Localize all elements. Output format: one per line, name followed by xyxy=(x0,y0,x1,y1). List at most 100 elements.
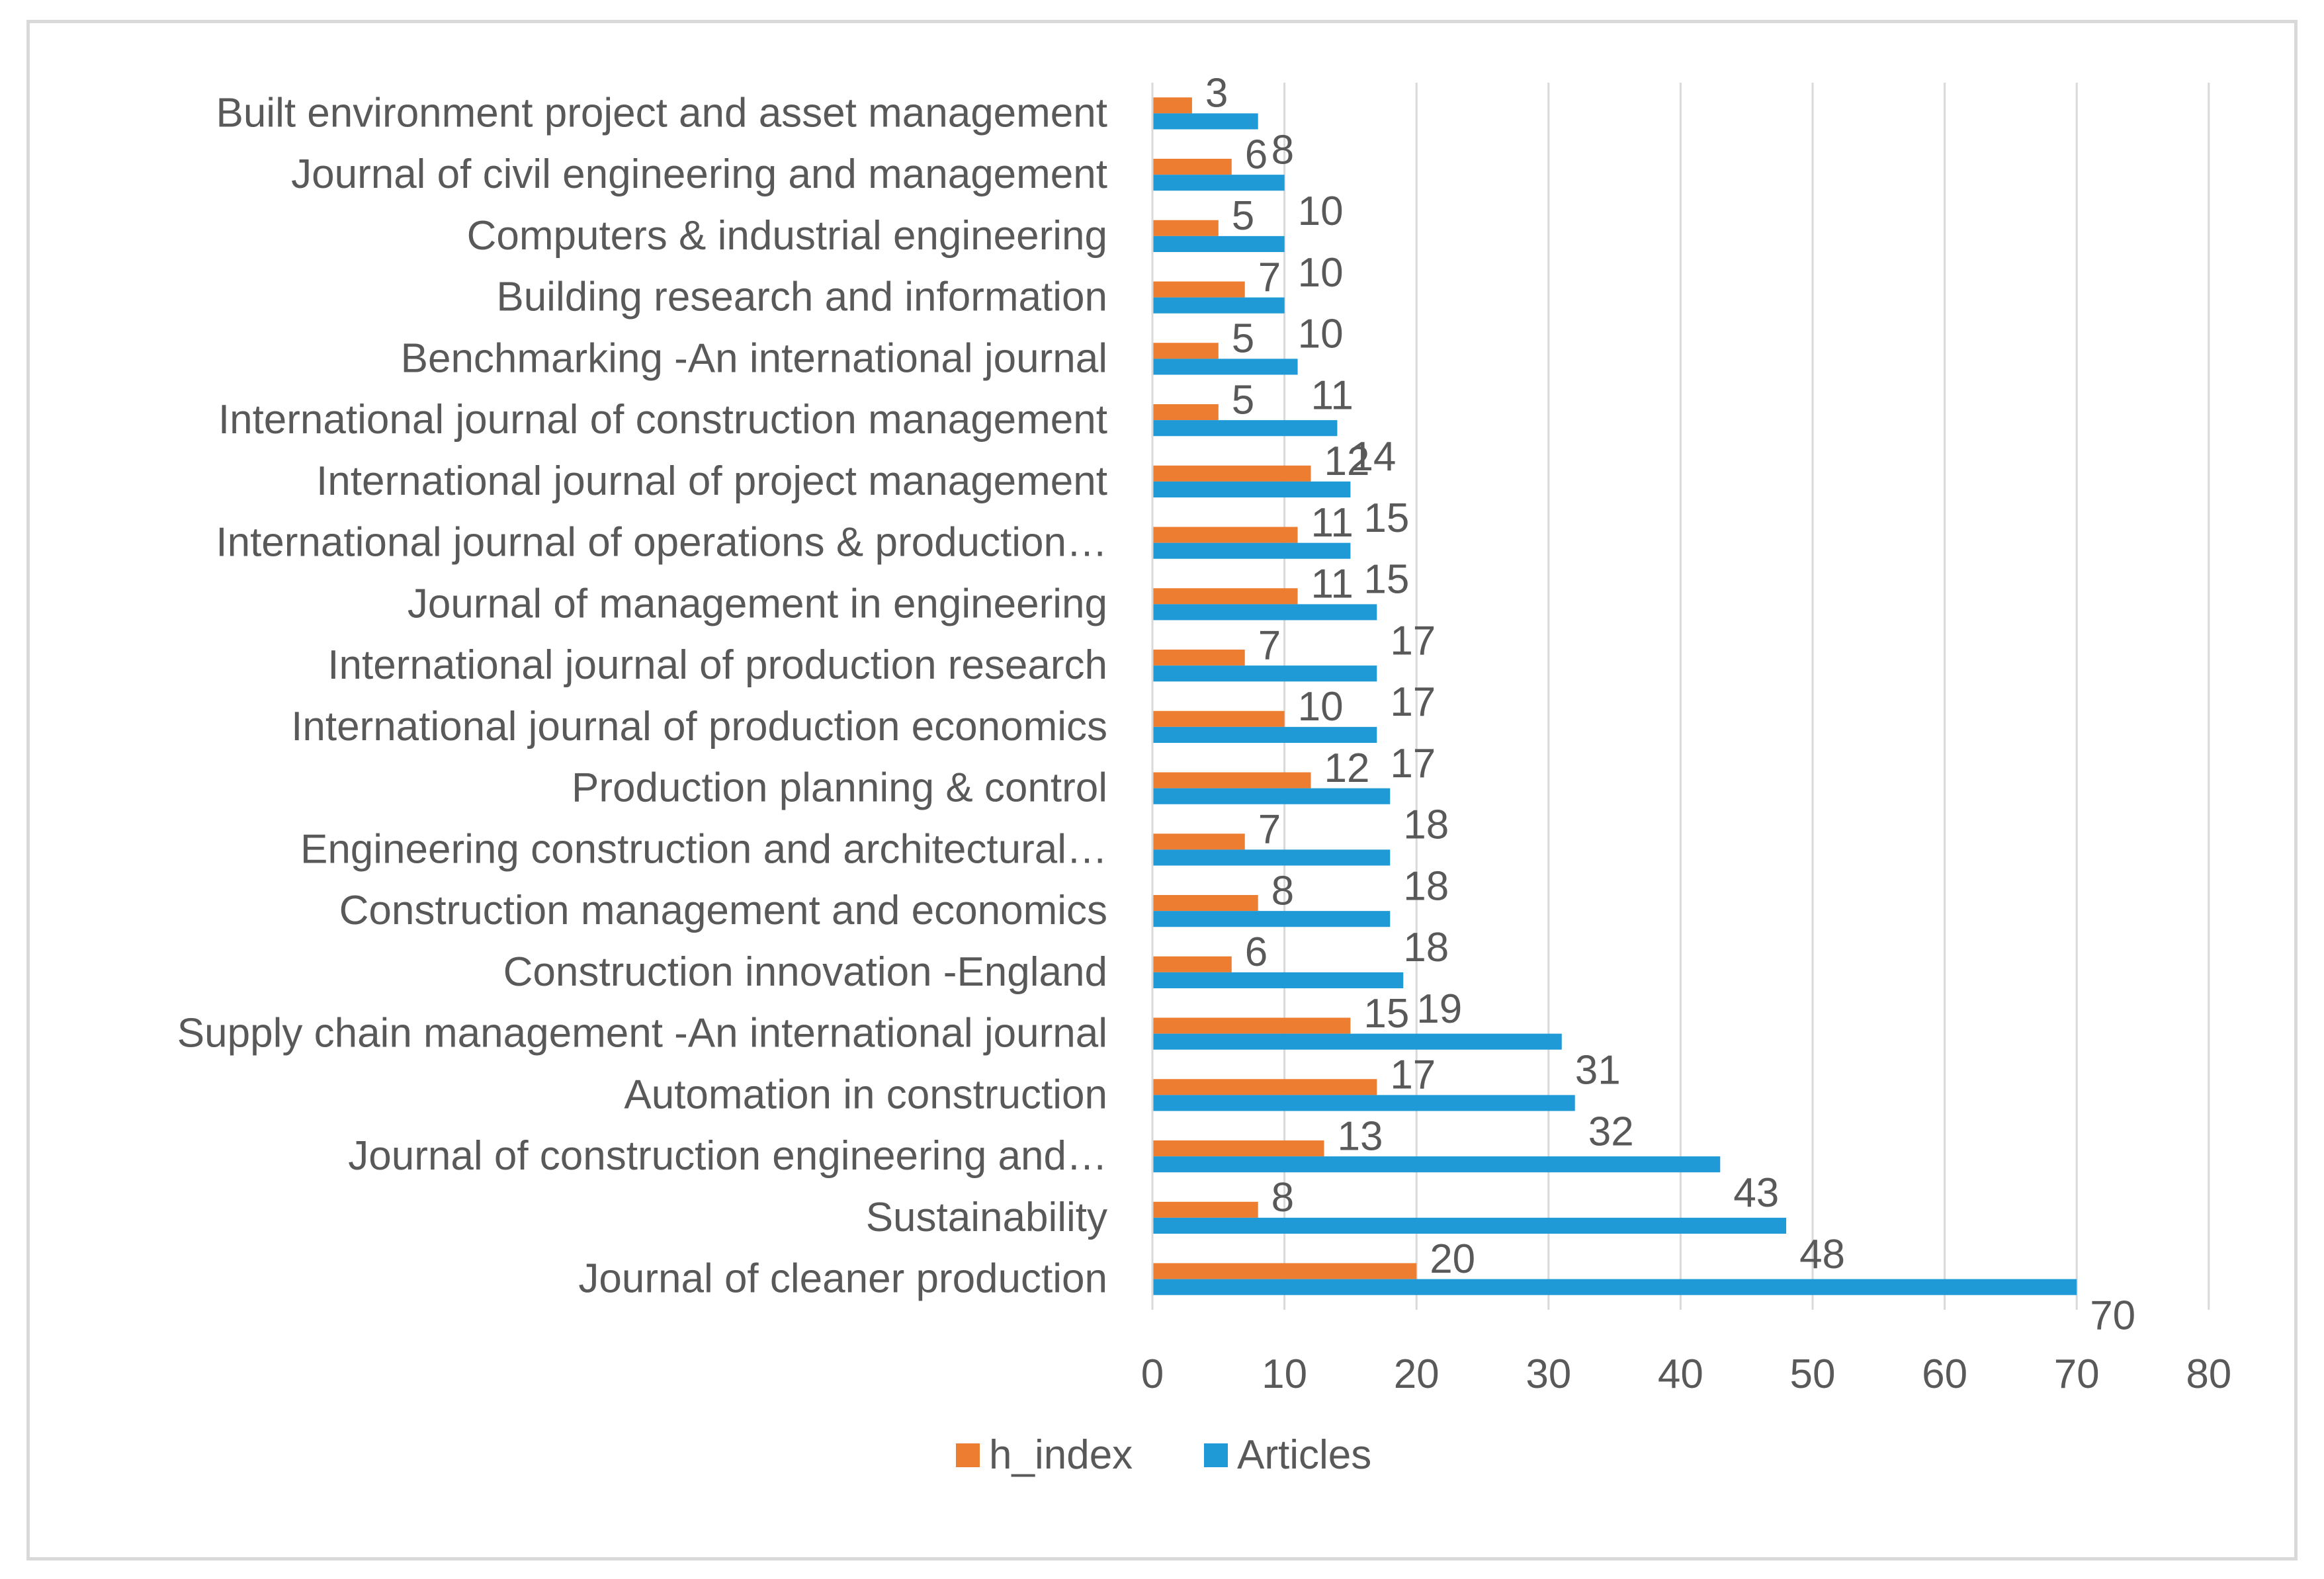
data-label-h-index-13: 12 xyxy=(1324,439,1370,484)
bar-h-index-12 xyxy=(1152,527,1298,543)
data-label-h-index-12: 11 xyxy=(1311,500,1354,546)
data-label-h-index-4: 15 xyxy=(1363,991,1409,1037)
category-label-0: Journal of cleaner production xyxy=(578,1256,1107,1302)
bar-h-index-5 xyxy=(1152,956,1232,972)
bar-articles-10 xyxy=(1152,665,1377,682)
category-label-9: International journal of production econ… xyxy=(291,704,1107,749)
data-label-articles-14: 14 xyxy=(1350,434,1396,480)
bar-h-index-16 xyxy=(1152,281,1245,298)
bar-h-index-10 xyxy=(1152,650,1245,666)
data-label-articles-11: 17 xyxy=(1390,618,1436,663)
bar-articles-13 xyxy=(1152,481,1351,497)
bars xyxy=(1152,97,2077,1295)
category-label-11: Journal of management in engineering xyxy=(408,581,1107,626)
legend-label-articles: Articles xyxy=(1237,1432,1371,1478)
bar-articles-0 xyxy=(1152,1279,2077,1295)
data-label-h-index-5: 6 xyxy=(1245,929,1268,975)
bar-h-index-6 xyxy=(1152,895,1258,912)
category-label-18: Journal of civil engineering and managem… xyxy=(291,151,1107,197)
bar-articles-6 xyxy=(1152,911,1391,927)
bar-articles-18 xyxy=(1152,175,1285,191)
bar-articles-19 xyxy=(1152,113,1258,130)
bar-h-index-18 xyxy=(1152,159,1232,175)
data-label-articles-9: 17 xyxy=(1390,741,1436,787)
bar-h-index-11 xyxy=(1152,588,1298,605)
data-label-articles-18: 10 xyxy=(1298,189,1344,234)
bar-h-index-1 xyxy=(1152,1201,1258,1218)
x-tick-label-80: 80 xyxy=(2186,1351,2231,1397)
data-label-articles-5: 19 xyxy=(1416,986,1462,1032)
x-tick-label-50: 50 xyxy=(1790,1351,1836,1397)
bar-articles-4 xyxy=(1152,1033,1562,1050)
bar-chart: 0 10 20 30 40 50 60 70 80 20 70 Journal of cleaner … xyxy=(177,71,2231,1478)
data-label-h-index-15: 5 xyxy=(1232,316,1254,362)
data-label-articles-1: 48 xyxy=(1799,1232,1845,1277)
data-label-articles-19: 8 xyxy=(1271,127,1294,173)
data-label-articles-4: 31 xyxy=(1575,1048,1621,1093)
data-label-h-index-19: 3 xyxy=(1205,71,1228,116)
data-label-articles-10: 17 xyxy=(1390,679,1436,725)
bar-articles-11 xyxy=(1152,604,1377,620)
data-label-h-index-6: 8 xyxy=(1271,868,1294,914)
data-label-h-index-10: 7 xyxy=(1258,622,1281,668)
category-label-5: Construction innovation -England xyxy=(503,949,1107,995)
data-label-articles-17: 10 xyxy=(1298,250,1344,296)
category-label-15: Benchmarking -An international journal xyxy=(401,335,1107,381)
bar-articles-3 xyxy=(1152,1095,1575,1111)
category-label-14: International journal of construction ma… xyxy=(218,397,1107,443)
bar-articles-5 xyxy=(1152,972,1404,988)
data-label-articles-3: 32 xyxy=(1588,1109,1634,1154)
data-label-h-index-1: 8 xyxy=(1271,1175,1294,1220)
data-label-h-index-11: 11 xyxy=(1311,562,1354,607)
data-label-articles-13: 15 xyxy=(1363,495,1409,541)
bar-articles-9 xyxy=(1152,726,1377,743)
bar-articles-1 xyxy=(1152,1217,1787,1234)
category-label-13: International journal of project managem… xyxy=(316,458,1107,504)
data-label-h-index-8: 12 xyxy=(1324,746,1370,791)
category-label-4: Supply chain management -An internationa… xyxy=(177,1011,1107,1056)
data-label-articles-15: 11 xyxy=(1311,372,1354,418)
data-label-h-index-18: 6 xyxy=(1245,132,1268,177)
bar-articles-15 xyxy=(1152,359,1298,375)
legend: h_index Articles xyxy=(956,1432,1371,1478)
category-label-17: Computers & industrial engineering xyxy=(467,213,1107,259)
bar-h-index-2 xyxy=(1152,1140,1324,1157)
category-label-10: International journal of production rese… xyxy=(327,642,1107,688)
bar-articles-2 xyxy=(1152,1156,1721,1173)
data-label-h-index-3: 17 xyxy=(1390,1052,1436,1098)
category-label-8: Production planning & control xyxy=(572,765,1107,811)
labels: 0 10 20 30 40 50 60 70 80 20 70 Journal of cleaner … xyxy=(177,71,2231,1397)
data-label-h-index-7: 7 xyxy=(1258,807,1281,853)
x-tick-label-70: 70 xyxy=(2054,1351,2100,1397)
data-label-articles-12: 15 xyxy=(1363,557,1409,603)
category-label-2: Journal of construction engineering and… xyxy=(348,1133,1107,1179)
bar-h-index-4 xyxy=(1152,1017,1351,1034)
category-label-1: Sustainability xyxy=(866,1195,1107,1240)
category-label-12: International journal of operations & pr… xyxy=(216,520,1107,566)
legend-swatch-h-index xyxy=(956,1443,980,1467)
x-tick-label-10: 10 xyxy=(1262,1351,1307,1397)
data-label-h-index-14: 5 xyxy=(1232,377,1254,423)
chart-frame: 0 10 20 30 40 50 60 70 80 20 70 Journal of cleaner … xyxy=(26,20,2298,1560)
category-label-7: Engineering construction and architectur… xyxy=(300,826,1107,872)
legend-swatch-articles xyxy=(1204,1443,1228,1467)
bar-h-index-19 xyxy=(1152,97,1192,114)
data-label-h-index-0: 20 xyxy=(1430,1236,1475,1282)
data-label-articles-6: 18 xyxy=(1403,925,1449,970)
bar-h-index-14 xyxy=(1152,404,1219,421)
bar-articles-12 xyxy=(1152,542,1351,559)
data-label-articles-16: 10 xyxy=(1298,312,1344,357)
x-tick-label-30: 30 xyxy=(1526,1351,1571,1397)
x-tick-label-0: 0 xyxy=(1141,1351,1164,1397)
bar-articles-8 xyxy=(1152,788,1391,804)
bar-h-index-0 xyxy=(1152,1263,1417,1279)
category-label-6: Construction management and economics xyxy=(339,888,1107,933)
bar-h-index-9 xyxy=(1152,710,1285,727)
data-label-articles-8: 18 xyxy=(1403,802,1449,848)
bar-h-index-3 xyxy=(1152,1079,1377,1095)
legend-label-h-index: h_index xyxy=(989,1432,1133,1478)
data-label-articles-7: 18 xyxy=(1403,863,1449,909)
bar-h-index-8 xyxy=(1152,772,1311,789)
category-label-3: Automation in construction xyxy=(624,1072,1107,1117)
data-label-articles-0: 70 xyxy=(2090,1293,2135,1339)
